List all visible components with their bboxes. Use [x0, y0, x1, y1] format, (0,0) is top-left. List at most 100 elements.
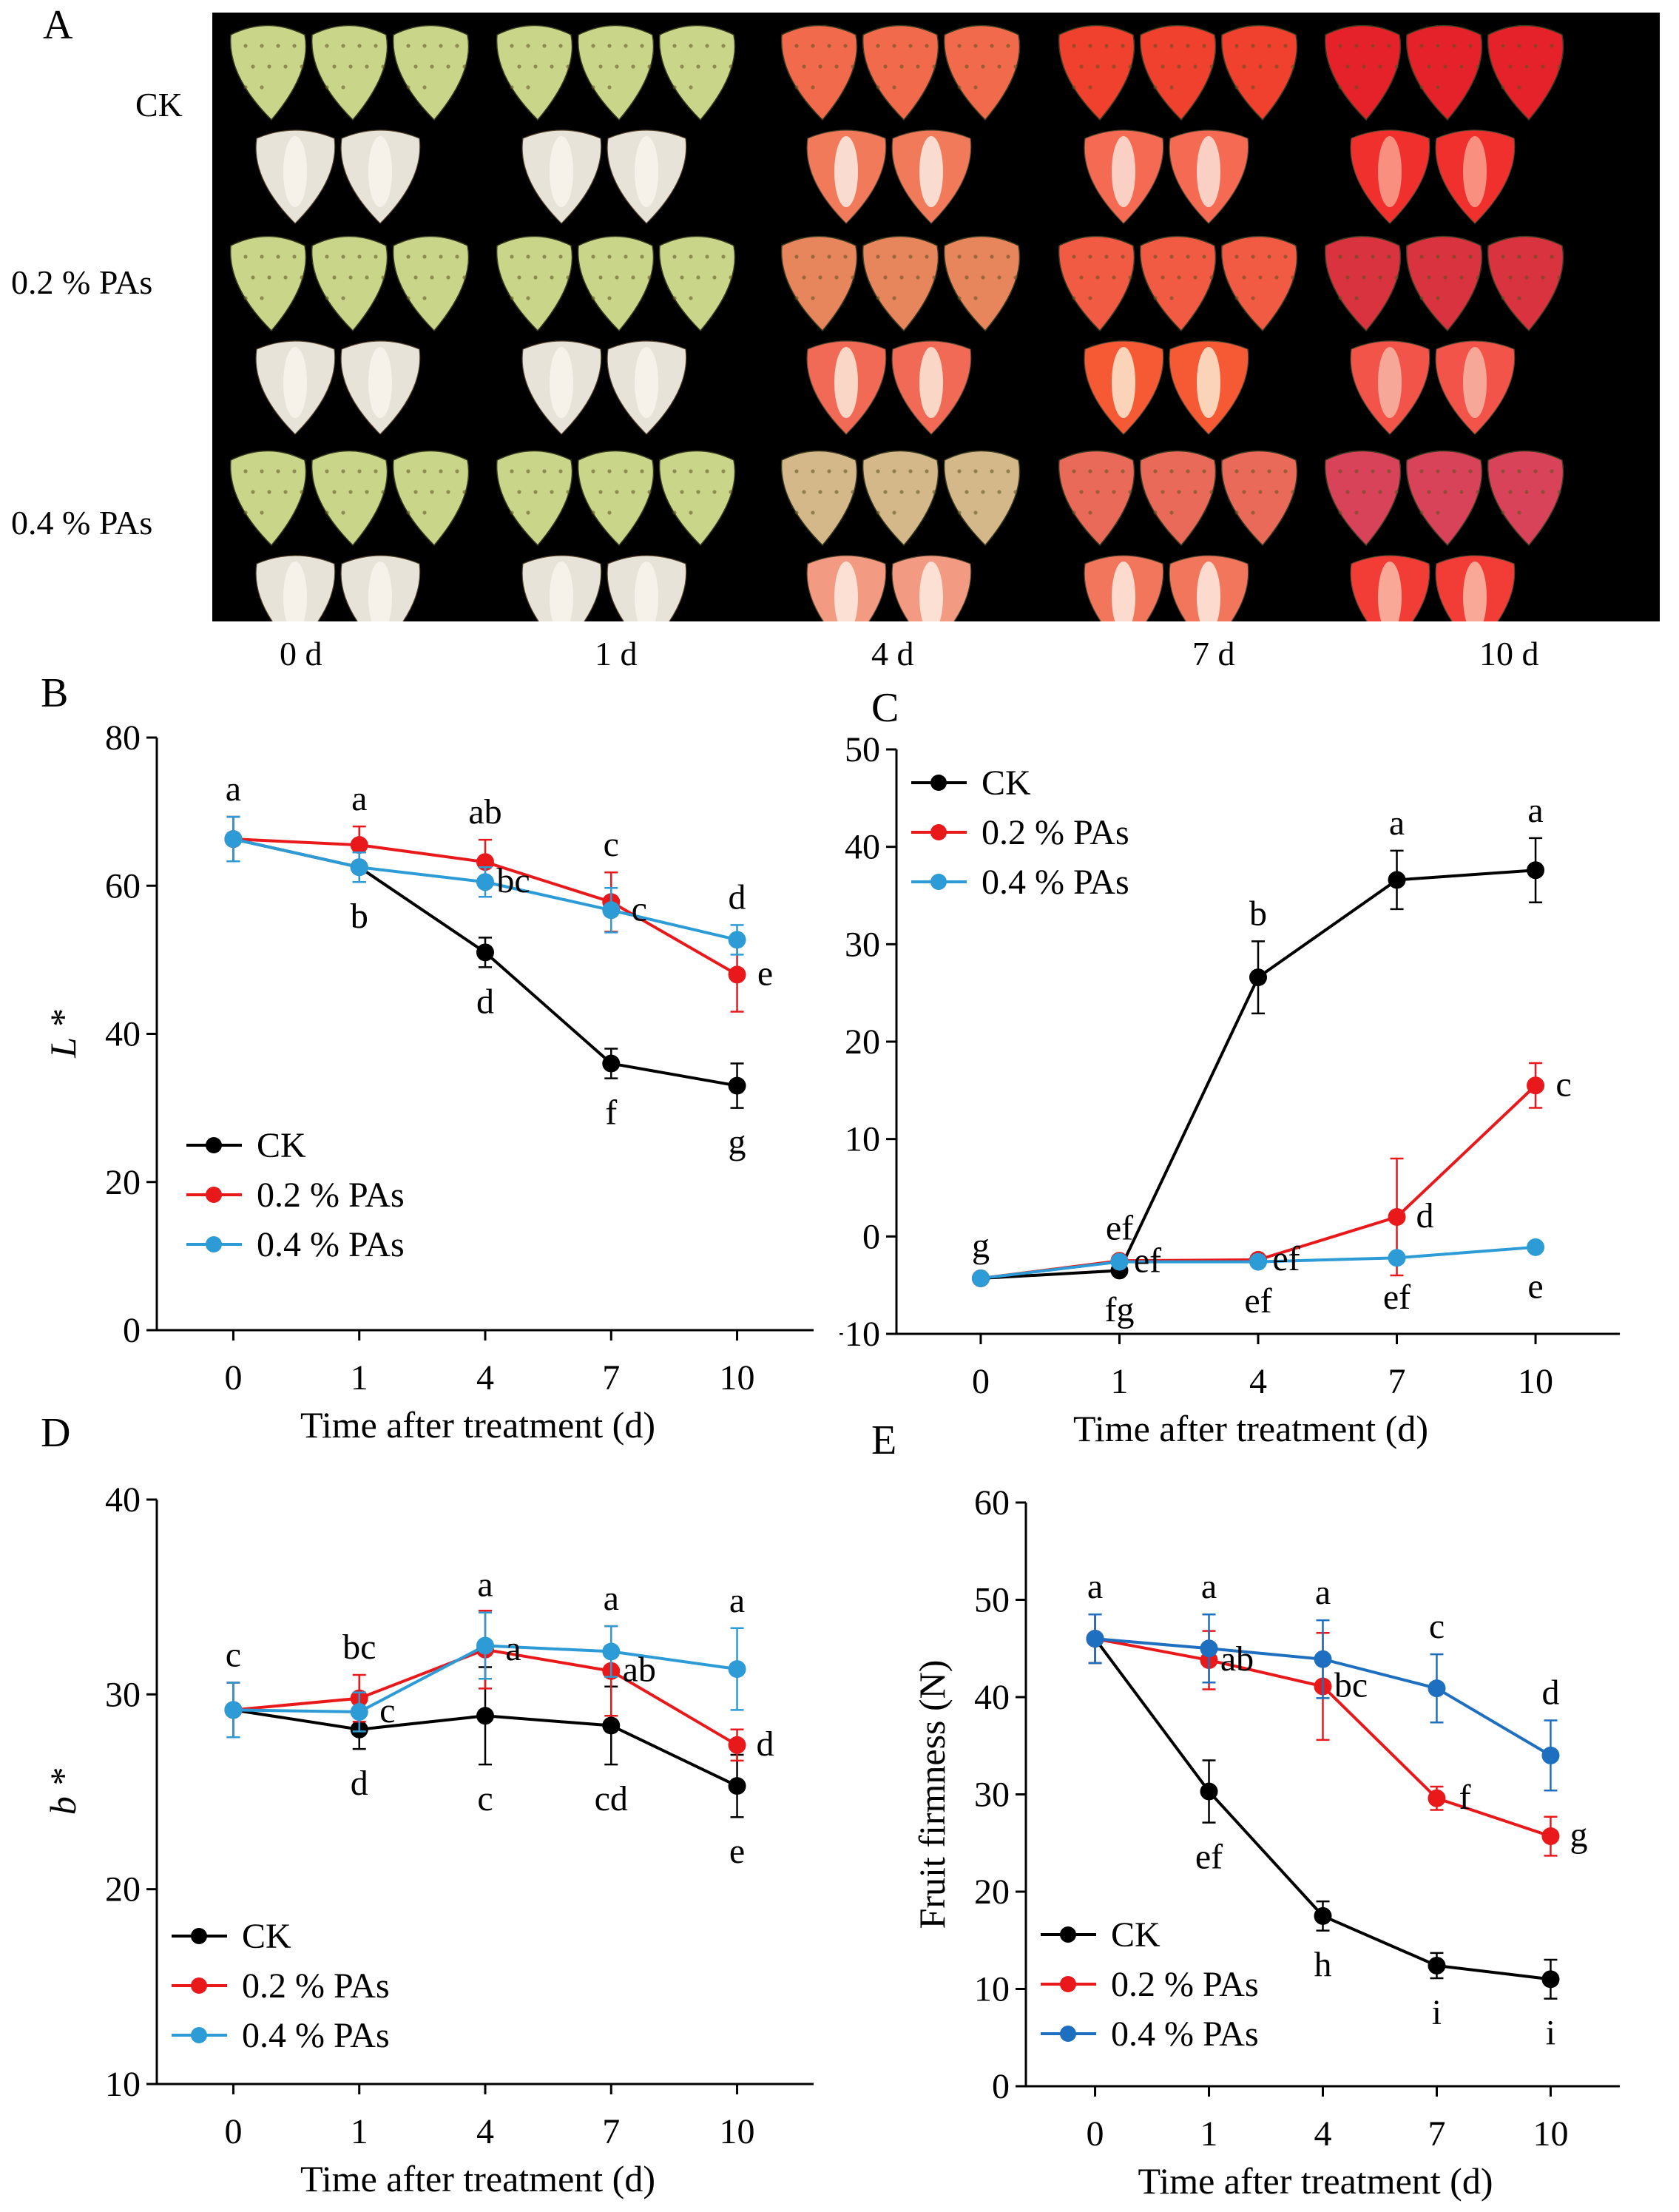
- legend-marker: [930, 824, 947, 840]
- strawberry-seed: [1443, 275, 1447, 280]
- strawberry-seed: [965, 64, 969, 69]
- whole-strawberry-shape: [392, 24, 470, 121]
- significance-label: d: [351, 1764, 368, 1803]
- significance-label: e: [757, 954, 773, 993]
- strawberry-seed: [526, 254, 530, 259]
- strawberry-seed: [510, 296, 514, 300]
- strawberry-seed: [251, 275, 255, 280]
- y-tick-label: 0: [992, 2067, 1010, 2106]
- strawberry-seed: [916, 64, 920, 69]
- significance-label: c: [477, 1779, 493, 1818]
- y-axis-label: Fruit firmness (N): [911, 1660, 953, 1929]
- strawberry-seed: [1508, 275, 1513, 280]
- strawberry-seed: [973, 510, 978, 515]
- strawberry-seed: [957, 510, 962, 515]
- strawberry-cell: [780, 450, 1021, 621]
- strawberry-seed: [1557, 490, 1561, 494]
- strawberry-seed: [818, 64, 822, 69]
- strawberry-seed: [1251, 44, 1255, 48]
- data-point: [1428, 1679, 1446, 1698]
- strawberry-seed: [1517, 254, 1521, 259]
- strawberry-seed: [932, 64, 936, 69]
- y-tick-label: 60: [105, 866, 141, 906]
- strawberry-seed: [696, 490, 700, 494]
- strawberry-seed: [542, 44, 547, 48]
- whole-strawberry-shape: [392, 235, 470, 332]
- strawberry-seed: [1202, 44, 1206, 48]
- strawberry-seed: [1128, 490, 1132, 494]
- y-tick-label: −10: [840, 1315, 880, 1354]
- strawberry-seed: [325, 254, 329, 259]
- strawberry-seed: [925, 44, 929, 48]
- strawberry-seed: [1468, 254, 1473, 259]
- strawberry-seed: [517, 64, 521, 69]
- strawberry-seed: [283, 490, 288, 494]
- data-point: [1527, 1076, 1545, 1095]
- strawberry-seed: [1452, 254, 1456, 259]
- strawberry-seed: [827, 254, 831, 259]
- strawberry-seed: [332, 490, 337, 494]
- strawberry-seed: [243, 510, 248, 515]
- strawberry-seed: [1476, 64, 1480, 69]
- data-point: [602, 901, 621, 920]
- strawberry-seed: [526, 44, 530, 48]
- strawberry-seed: [1193, 275, 1197, 280]
- strawberry-seed: [640, 44, 644, 48]
- strawberry-seed: [365, 64, 369, 69]
- whole-strawberry-shape: [943, 24, 1021, 121]
- whole-strawberry-shape: [229, 450, 307, 547]
- significance-label: a: [1315, 1573, 1331, 1612]
- strawberry-seed: [422, 510, 427, 515]
- strawberry-seed: [851, 64, 855, 69]
- strawberry-seed: [1291, 64, 1295, 69]
- whole-strawberry-shape: [311, 235, 388, 332]
- strawberry-seed: [1468, 44, 1473, 48]
- strawberry-seed: [1072, 296, 1076, 300]
- strawberry-seed: [1345, 490, 1350, 494]
- data-point: [728, 931, 746, 949]
- strawberry-seed: [1202, 469, 1206, 473]
- panel-d-letter: D: [41, 1410, 71, 1456]
- strawberry-seed: [1443, 490, 1447, 494]
- strawberry-cell: [1324, 24, 1564, 224]
- strawberry-seed: [1533, 469, 1538, 473]
- whole-strawberry-shape: [862, 24, 939, 121]
- strawberry-seed: [1104, 469, 1109, 473]
- significance-label: d: [757, 1724, 774, 1764]
- strawberry-seed: [908, 44, 913, 48]
- strawberry-seed: [1209, 275, 1214, 280]
- strawberry-seed: [1436, 510, 1440, 515]
- data-point: [728, 1777, 746, 1795]
- y-tick-label: 10: [845, 1120, 880, 1159]
- strawberry-seed: [1209, 64, 1214, 69]
- strawberry-seed: [1508, 490, 1513, 494]
- significance-label: a: [226, 769, 241, 809]
- strawberry-seed: [1378, 64, 1382, 69]
- strawberry-core: [1112, 347, 1135, 418]
- whole-strawberry-shape: [577, 24, 655, 121]
- y-tick-label: 50: [974, 1581, 1010, 1620]
- strawberry-seed: [1177, 275, 1181, 280]
- strawberry-seed: [925, 254, 929, 259]
- strawberry-seed: [672, 44, 677, 48]
- strawberry-seed: [598, 490, 603, 494]
- strawberry-seed: [843, 44, 848, 48]
- day-label-0: 0 d: [280, 635, 322, 672]
- significance-label: ef: [1106, 1209, 1133, 1248]
- strawberry-seed: [1338, 296, 1342, 300]
- strawberry-seed: [332, 275, 337, 280]
- data-point: [728, 965, 746, 984]
- whole-strawberry-shape: [658, 235, 736, 332]
- x-tick-label: 1: [1200, 2114, 1218, 2154]
- x-tick-label: 4: [1314, 2114, 1332, 2154]
- strawberry-seed: [973, 469, 978, 473]
- strawberry-seed: [981, 490, 985, 494]
- x-tick-label: 10: [1518, 1362, 1553, 1401]
- strawberry-seed: [446, 64, 450, 69]
- data-point: [1200, 1782, 1218, 1801]
- strawberry-seed: [1251, 85, 1255, 90]
- day-label-10: 10 d: [1479, 635, 1539, 672]
- strawberry-seed: [598, 275, 603, 280]
- strawberry-seed: [430, 275, 434, 280]
- strawberry-seed: [672, 510, 677, 515]
